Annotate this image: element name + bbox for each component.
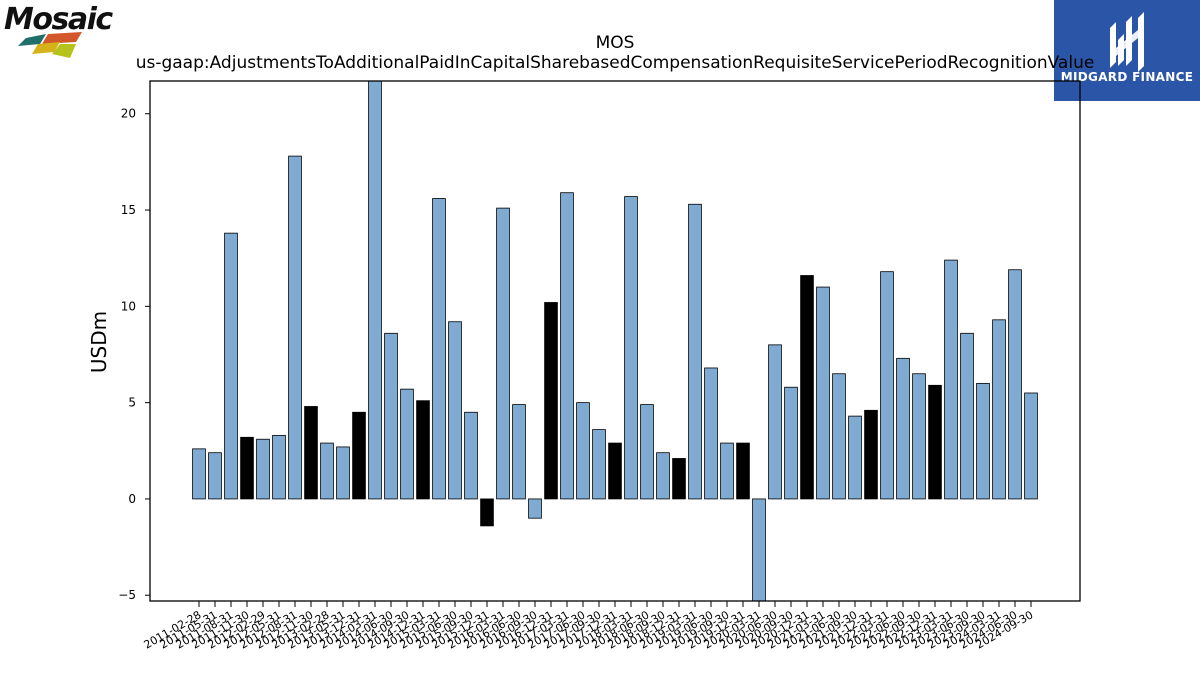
bar-2023-03-31: [944, 259, 958, 500]
y-tick-label: −5: [118, 588, 136, 602]
midgard-finance-label: MIDGARD FINANCE: [1060, 70, 1194, 84]
bar-2016-09-30: [528, 498, 542, 519]
bar-2022-12-31: [928, 384, 942, 500]
bar-2014-03-31: [368, 80, 382, 500]
mosaic-tiles-icon: [18, 32, 82, 58]
bar-2019-06-30: [704, 367, 718, 500]
bars-group: [192, 80, 1038, 602]
bar-2021-12-31: [864, 409, 878, 500]
bar-2018-12-31: [672, 458, 686, 500]
bar-2020-12-31: [800, 275, 814, 500]
bar-2012-02-29: [256, 438, 270, 500]
bar-2018-06-30: [640, 404, 654, 500]
bar-2020-06-30: [768, 344, 782, 500]
bar-2012-05-31: [272, 434, 286, 500]
y-tick-label: 15: [121, 203, 136, 217]
bar-2021-06-30: [832, 373, 846, 500]
bar-2011-05-31: [208, 452, 222, 500]
bar-2016-03-31: [496, 207, 510, 500]
bar-2014-12-31: [416, 400, 430, 500]
bar-2024-09-30: [1024, 392, 1038, 500]
bar-2022-09-30: [912, 373, 926, 500]
bar-2015-06-30: [448, 321, 462, 500]
bar-2024-06-30: [1008, 269, 1022, 500]
y-axis: −5 0 5 10 15 20: [118, 107, 150, 602]
mosaic-wordmark: Mosaic: [4, 2, 113, 37]
bar-2013-05-31: [336, 446, 350, 500]
bar-2016-06-30: [512, 404, 526, 500]
bar-2022-06-30: [896, 357, 910, 500]
bar-2023-06-30: [960, 332, 974, 500]
bar-2021-03-31: [816, 286, 830, 500]
chart-subtitle: us-gaap:AdjustmentsToAdditionalPaidInCap…: [135, 53, 1095, 73]
bar-2018-03-31: [624, 196, 638, 500]
midgard-logo-mark-icon: [1110, 12, 1144, 72]
bar-2013-12-31: [352, 411, 366, 500]
bar-2019-12-31: [736, 442, 750, 500]
bar-2020-09-30: [784, 386, 798, 500]
bar-2022-03-31: [880, 271, 894, 500]
chart-title: MOS: [595, 33, 635, 53]
plot-frame: [149, 80, 1081, 602]
y-tick-label: 5: [128, 396, 136, 410]
bar-2023-09-30: [976, 382, 990, 500]
bar-2015-12-31: [480, 498, 494, 527]
mosaic-logo: Mosaic: [4, 4, 128, 64]
x-axis: 2011-02-282011-05-312011-08-312011-11-30…: [142, 601, 1036, 652]
bar-2011-08-31: [224, 232, 238, 500]
bar-2011-11-30: [240, 436, 254, 500]
y-axis-label: USDm: [87, 311, 111, 373]
bar-2017-03-31: [560, 192, 574, 500]
bar-2020-03-31: [752, 498, 766, 602]
bar-2011-02-28: [192, 448, 206, 500]
bar-2017-12-31: [608, 442, 622, 500]
bar-2021-09-30: [848, 415, 862, 500]
midgard-finance-logo: MIDGARD FINANCE: [1054, 0, 1200, 101]
bar-2016-12-31: [544, 302, 558, 500]
bar-2019-03-31: [688, 203, 702, 500]
bar-2012-08-31: [288, 155, 302, 500]
bar-2014-06-30: [384, 332, 398, 500]
bar-2014-09-30: [400, 388, 414, 500]
bar-2013-02-28: [320, 442, 334, 500]
bar-2017-09-30: [592, 429, 606, 500]
bar-2012-11-30: [304, 406, 318, 500]
bar-2017-06-30: [576, 402, 590, 500]
bar-2024-03-31: [992, 319, 1006, 500]
y-tick-label: 20: [121, 107, 136, 121]
bar-2015-09-30: [464, 411, 478, 500]
bar-2015-03-31: [432, 198, 446, 500]
bar-2018-09-30: [656, 452, 670, 500]
y-tick-label: 0: [128, 492, 136, 506]
y-tick-label: 10: [121, 299, 136, 313]
bar-2019-09-30: [720, 442, 734, 500]
